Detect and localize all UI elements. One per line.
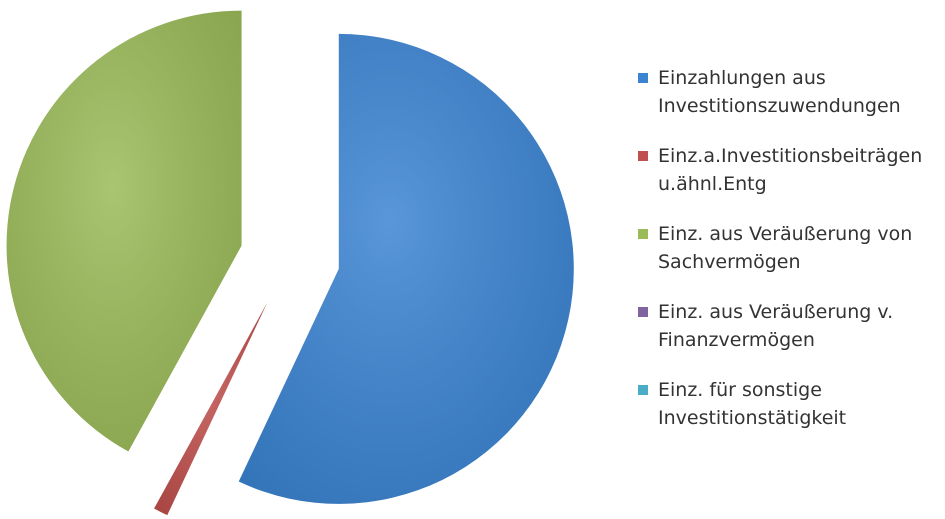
legend-label: Einzahlungen aus Investitionszuwendungen	[658, 67, 901, 117]
legend-swatch	[638, 73, 648, 83]
pie-slice	[238, 33, 574, 504]
legend-swatch	[638, 229, 648, 239]
legend-label: Einz. aus Veräußerung von Sachvermögen	[658, 223, 913, 273]
legend-swatch	[638, 151, 648, 161]
legend-label: Einz. aus Veräußerung v. Finanzvermögen	[658, 301, 894, 351]
chart	[6, 10, 574, 516]
legend-label: Einz.a.Investitionsbeiträgen u.ähnl.Entg	[658, 145, 923, 195]
pie-slice	[6, 10, 242, 452]
legend-label: Einz. für sonstige Investitionstätigkeit	[658, 379, 847, 429]
legend-swatch	[638, 307, 648, 317]
legend-swatch	[638, 385, 648, 395]
